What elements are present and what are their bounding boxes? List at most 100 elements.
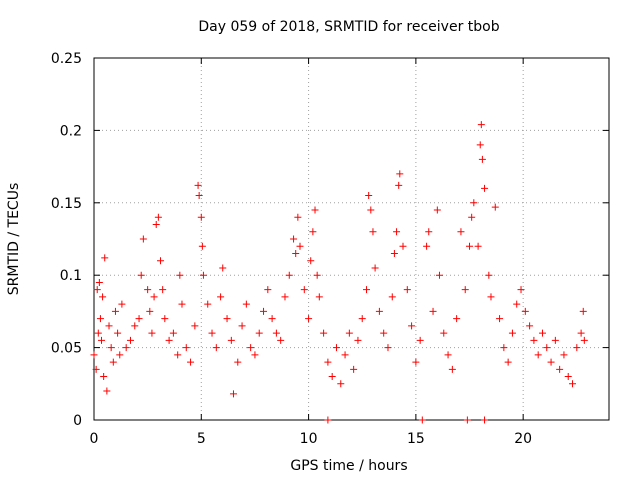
data-point <box>485 271 493 279</box>
data-point <box>560 351 568 359</box>
data-point <box>96 315 104 323</box>
data-point <box>176 271 184 279</box>
data-point <box>418 416 426 424</box>
data-point <box>491 203 499 211</box>
data-point <box>496 315 504 323</box>
data-point <box>105 322 113 330</box>
data-point <box>227 336 235 344</box>
data-point <box>152 221 160 229</box>
y-tick-label: 0.2 <box>60 123 82 139</box>
data-point <box>169 329 177 337</box>
data-point <box>328 373 336 381</box>
data-point <box>148 329 156 337</box>
data-point <box>217 293 225 301</box>
x-tick-label: 15 <box>407 431 425 447</box>
x-tick-label: 5 <box>197 431 206 447</box>
data-point <box>358 315 366 323</box>
data-point <box>504 358 512 366</box>
data-point <box>251 351 259 359</box>
data-point <box>255 329 263 337</box>
data-point <box>305 315 313 323</box>
y-tick-label: 0.15 <box>51 196 82 212</box>
data-point <box>526 322 534 330</box>
data-point <box>564 373 572 381</box>
data-point <box>367 206 375 214</box>
data-point <box>412 358 420 366</box>
data-point <box>556 365 564 373</box>
data-point <box>100 373 108 381</box>
data-point <box>268 315 276 323</box>
data-point <box>281 293 289 301</box>
data-point <box>208 329 216 337</box>
data-point <box>309 228 317 236</box>
x-tick-label: 0 <box>90 431 99 447</box>
data-point <box>272 329 280 337</box>
data-point <box>98 336 106 344</box>
data-point <box>476 141 484 149</box>
data-point <box>423 242 431 250</box>
data-point <box>137 271 145 279</box>
data-point <box>99 293 107 301</box>
y-tick-label: 0.1 <box>60 268 82 284</box>
data-point <box>114 329 122 337</box>
data-point <box>313 271 321 279</box>
data-point <box>399 242 407 250</box>
data-point <box>139 235 147 243</box>
data-point <box>371 264 379 272</box>
data-point <box>580 336 588 344</box>
data-point <box>470 199 478 207</box>
data-point <box>126 336 134 344</box>
data-point <box>198 242 206 250</box>
data-point <box>103 387 111 395</box>
data-point <box>101 254 109 262</box>
data-point <box>477 121 485 129</box>
y-axis: 0 0.05 0.1 0.15 0.2 0.25 <box>51 51 609 429</box>
data-point <box>146 307 154 315</box>
data-point <box>569 380 577 388</box>
data-points <box>90 121 588 424</box>
data-point <box>577 329 585 337</box>
data-point <box>543 344 551 352</box>
data-point <box>517 286 525 294</box>
data-point <box>481 416 489 424</box>
data-point <box>116 351 124 359</box>
data-point <box>369 228 377 236</box>
data-point <box>380 329 388 337</box>
data-point <box>429 307 437 315</box>
data-point <box>521 307 529 315</box>
data-point <box>109 358 117 366</box>
data-point <box>135 315 143 323</box>
chart-title: Day 059 of 2018, SRMTID for receiver tbo… <box>198 19 499 35</box>
data-point <box>311 206 319 214</box>
data-point <box>131 322 139 330</box>
data-point <box>551 336 559 344</box>
data-point <box>187 358 195 366</box>
data-point <box>408 322 416 330</box>
data-point <box>93 286 101 294</box>
data-point <box>332 344 340 352</box>
data-point <box>513 300 521 308</box>
data-point <box>90 351 98 359</box>
data-point <box>396 170 404 178</box>
data-point <box>300 286 308 294</box>
data-point <box>573 344 581 352</box>
data-point <box>324 416 332 424</box>
grid <box>94 58 609 420</box>
data-point <box>350 365 358 373</box>
data-point <box>92 365 100 373</box>
data-point <box>194 181 202 189</box>
data-point <box>474 242 482 250</box>
data-point <box>534 351 542 359</box>
data-point <box>260 307 268 315</box>
data-point <box>324 358 332 366</box>
data-point <box>393 228 401 236</box>
data-point <box>466 242 474 250</box>
data-point <box>468 213 476 221</box>
data-point <box>212 344 220 352</box>
data-point <box>111 307 119 315</box>
data-point <box>157 257 165 265</box>
data-point <box>365 192 373 200</box>
data-point <box>118 300 126 308</box>
data-point <box>433 206 441 214</box>
